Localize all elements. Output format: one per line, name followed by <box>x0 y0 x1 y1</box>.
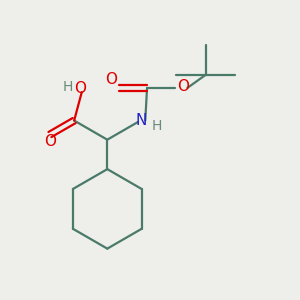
Text: N: N <box>136 113 147 128</box>
Text: O: O <box>105 72 117 87</box>
Text: O: O <box>74 81 86 96</box>
Text: H: H <box>152 119 162 134</box>
Text: O: O <box>44 134 56 149</box>
Text: O: O <box>177 79 189 94</box>
Text: H: H <box>62 80 73 94</box>
